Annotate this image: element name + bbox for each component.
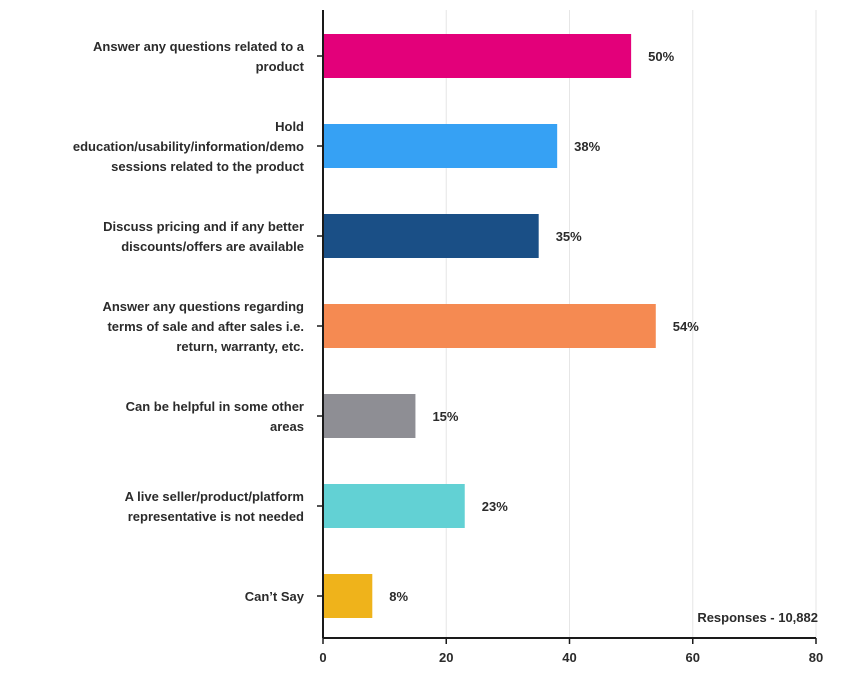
category-label: A live seller/product/platform representa…	[125, 489, 304, 524]
bar	[323, 574, 373, 618]
category-label: Answer any questions regarding terms of s…	[102, 299, 304, 354]
category-label: Can be helpful in some other areas	[126, 399, 304, 434]
data-label: 54%	[673, 319, 699, 334]
data-label: 35%	[556, 229, 582, 244]
category-label: Discuss pricing and if any better discoun…	[103, 219, 304, 254]
x-tick-label: 0	[319, 650, 326, 665]
bar	[323, 214, 539, 258]
bar	[323, 34, 632, 78]
data-label: 8%	[389, 589, 408, 604]
x-tick-label: 40	[562, 650, 576, 665]
data-label: 50%	[648, 49, 674, 64]
data-label: 38%	[574, 139, 600, 154]
category-label: Answer any questions related to a product	[93, 39, 305, 74]
bar	[323, 484, 465, 528]
x-tick-label: 80	[809, 650, 823, 665]
x-tick-label: 60	[686, 650, 700, 665]
bar	[323, 394, 416, 438]
bar	[323, 124, 558, 168]
data-label: 15%	[432, 409, 458, 424]
responses-annotation: Responses - 10,882	[697, 610, 818, 625]
bar	[323, 304, 656, 348]
labels: 50% Answer any questions related to a prod…	[73, 39, 823, 665]
category-label: Can’t Say	[245, 589, 305, 604]
x-tick-label: 20	[439, 650, 453, 665]
data-label: 23%	[482, 499, 508, 514]
category-label: Hold education/usability/information/demo…	[73, 119, 305, 174]
bars	[323, 34, 656, 618]
axes	[317, 10, 817, 644]
